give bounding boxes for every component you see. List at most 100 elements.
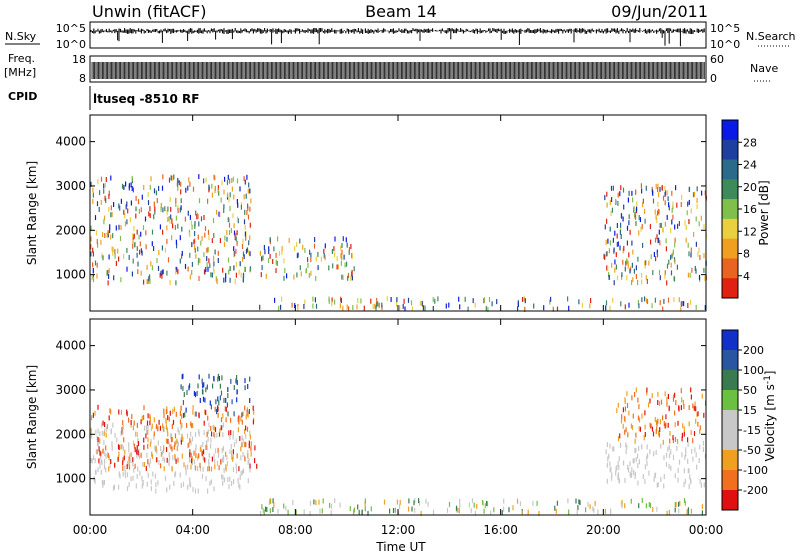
velocity-gate: [157, 426, 159, 432]
power-gate: [204, 232, 206, 238]
power-gate: [625, 260, 627, 266]
power-gate: [350, 275, 352, 281]
power-gate: [688, 199, 690, 205]
power-gate: [248, 182, 250, 188]
velocity-gate: [232, 449, 234, 455]
velocity-gate: [685, 447, 687, 453]
velocity-gate: [155, 482, 157, 488]
velocity-gate: [687, 468, 689, 474]
velocity-gate: [242, 468, 245, 474]
power-gate: [96, 273, 98, 279]
velocity-gate: [615, 466, 617, 472]
velocity-gate: [357, 504, 359, 510]
velocity-gate: [666, 452, 668, 458]
velocity-gate: [233, 411, 235, 417]
power-gate: [704, 305, 706, 310]
power-gate: [654, 237, 657, 243]
power-gate: [174, 224, 176, 230]
velocity-gate: [516, 498, 519, 504]
power-gate: [659, 240, 661, 246]
velocity-gate: [180, 439, 182, 445]
power-gate: [166, 210, 168, 216]
velocity-gate: [124, 449, 126, 455]
power-colorbar-tick-label: 28: [743, 136, 757, 149]
power-gate: [652, 270, 654, 276]
power-gate: [609, 199, 611, 205]
power-gate: [98, 206, 100, 212]
power-gate: [264, 249, 266, 255]
velocity-gate: [624, 399, 626, 404]
velocity-gate: [358, 509, 360, 515]
velocity-gate: [694, 401, 696, 407]
power-gate: [126, 201, 128, 207]
velocity-gate: [168, 452, 170, 458]
power-gate: [620, 234, 622, 239]
velocity-gate: [612, 446, 614, 452]
velocity-gate: [695, 452, 697, 458]
velocity-y-tick-label: 1000: [55, 472, 86, 486]
power-colorbar-tick-label: 8: [743, 248, 750, 261]
velocity-gate: [693, 405, 695, 411]
velocity-gate: [568, 509, 570, 515]
power-gate: [200, 216, 203, 222]
power-gate: [332, 263, 334, 269]
power-gate: [97, 242, 99, 248]
power-gate: [339, 303, 341, 309]
velocity-gate: [198, 453, 200, 459]
power-gate: [249, 206, 251, 212]
velocity-gate: [202, 396, 205, 402]
velocity-gate: [207, 429, 209, 435]
velocity-gate: [246, 426, 249, 432]
velocity-gate: [180, 405, 182, 411]
velocity-gate: [246, 411, 248, 417]
velocity-gate: [669, 430, 671, 436]
power-gate: [701, 190, 703, 196]
power-gate: [161, 185, 164, 191]
velocity-gate: [220, 459, 222, 465]
power-gate: [241, 256, 244, 262]
power-gate: [224, 235, 226, 241]
velocity-gate: [269, 498, 271, 504]
velocity-gate: [217, 396, 219, 402]
power-gate: [220, 197, 222, 203]
velocity-gate: [175, 440, 177, 446]
velocity-gate: [187, 443, 189, 449]
velocity-gate: [190, 464, 192, 470]
velocity-gate: [171, 436, 173, 442]
velocity-gate: [631, 395, 633, 401]
power-gate: [567, 296, 569, 302]
velocity-gate: [652, 507, 654, 512]
power-gate: [233, 230, 236, 236]
power-gate: [299, 265, 301, 271]
velocity-gate: [206, 445, 208, 451]
power-gate: [650, 239, 652, 245]
velocity-gate: [210, 437, 212, 443]
power-gate: [275, 259, 277, 265]
power-gate: [632, 277, 634, 283]
power-gate: [696, 204, 698, 209]
velocity-gate: [247, 478, 249, 484]
velocity-gate: [149, 441, 151, 447]
power-gate: [524, 307, 526, 312]
velocity-gate: [136, 473, 138, 479]
power-gate: [108, 274, 110, 279]
power-gate: [650, 254, 652, 260]
power-gate: [261, 265, 263, 271]
velocity-gate: [119, 473, 121, 479]
power-gate: [328, 265, 330, 271]
x-tick-label: 20:00: [586, 523, 621, 537]
velocity-gate: [667, 446, 669, 452]
power-gate: [690, 208, 692, 214]
velocity-gate: [609, 467, 611, 473]
velocity-gate: [145, 425, 147, 431]
velocity-gate: [589, 504, 591, 510]
velocity-gate: [609, 461, 611, 467]
velocity-gate: [653, 476, 655, 482]
velocity-gate: [666, 510, 668, 516]
velocity-gate: [593, 507, 595, 513]
power-gate: [310, 270, 312, 276]
velocity-gate: [353, 509, 355, 515]
power-gate: [649, 224, 651, 230]
velocity-gate: [99, 450, 101, 456]
power-gate: [668, 259, 670, 265]
